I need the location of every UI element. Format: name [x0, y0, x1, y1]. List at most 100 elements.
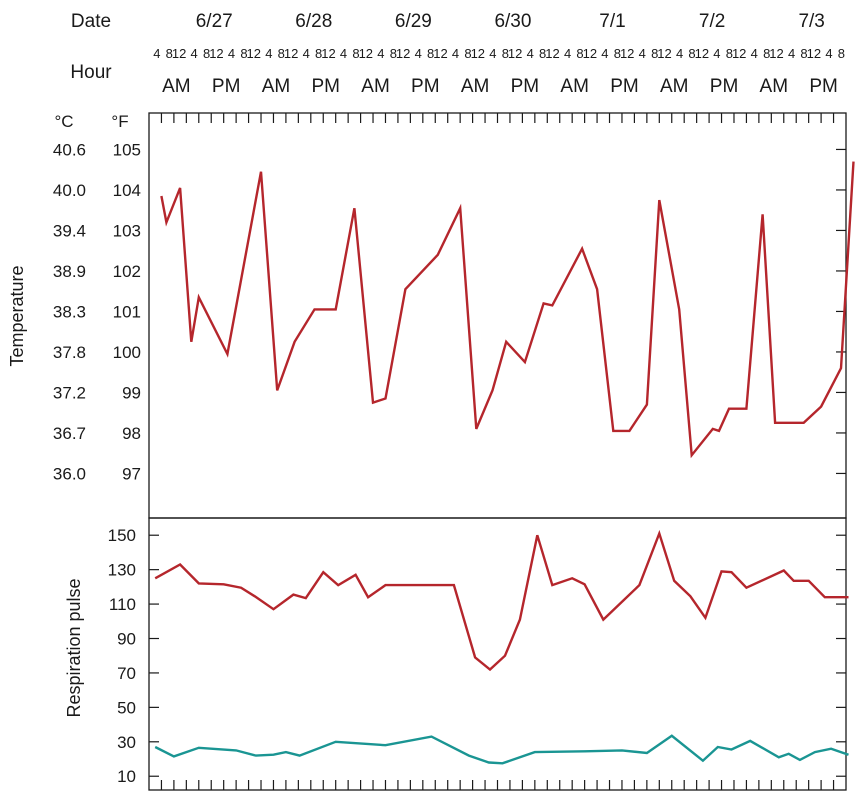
date-tick-label: 7/3 [798, 11, 824, 32]
hour-tick-label: 4 [489, 46, 496, 61]
hour-tick-label: 12 [807, 46, 821, 61]
hour-tick-label: 12 [508, 46, 522, 61]
y-tick-label-celsius: 37.2 [53, 383, 86, 402]
respiration-plot-frame [148, 517, 847, 791]
hour-tick-label: 12 [583, 46, 597, 61]
date-tick-label: 7/1 [599, 11, 625, 32]
hour-tick-label: 4 [713, 46, 720, 61]
ampm-label: AM [461, 76, 490, 97]
hour-tick-label: 8 [726, 46, 733, 61]
y-tick-label-respiration: 50 [117, 698, 136, 717]
y-tick-label-celsius: 40.6 [53, 140, 86, 159]
temperature-plot-frame [148, 112, 847, 519]
y-tick-label-respiration: 150 [108, 526, 136, 545]
y-tick-label-respiration: 10 [117, 767, 136, 786]
hour-tick-label: 12 [284, 46, 298, 61]
hour-tick-label: 4 [751, 46, 758, 61]
ampm-label: AM [162, 76, 191, 97]
hour-tick-label: 4 [191, 46, 198, 61]
date-label: Date [71, 11, 111, 32]
ampm-label: PM [809, 76, 838, 97]
hour-tick-label: 8 [614, 46, 621, 61]
y-tick-label-fahrenheit: 97 [122, 464, 141, 483]
hour-tick-label: 4 [377, 46, 384, 61]
hour-tick-label: 4 [639, 46, 646, 61]
hour-tick-label: 8 [502, 46, 509, 61]
hour-tick-label: 4 [415, 46, 422, 61]
ampm-label: AM [361, 76, 390, 97]
hour-tick-label: 12 [396, 46, 410, 61]
hour-tick-label: 8 [278, 46, 285, 61]
hour-tick-label: 4 [788, 46, 795, 61]
hour-tick-label: 4 [265, 46, 272, 61]
ampm-label: PM [311, 76, 340, 97]
ampm-label: AM [560, 76, 589, 97]
y-tick-label-fahrenheit: 101 [113, 302, 141, 321]
hour-tick-label: 8 [800, 46, 807, 61]
y-tick-label-fahrenheit: 105 [113, 140, 141, 159]
hour-tick-label: 4 [228, 46, 235, 61]
date-tick-label: 6/29 [395, 11, 432, 32]
y-tick-label-celsius: 38.9 [53, 262, 86, 281]
hour-tick-label: 8 [688, 46, 695, 61]
hour-tick-label: 4 [825, 46, 832, 61]
y-tick-label-celsius: 36.0 [53, 464, 86, 483]
hour-tick-label: 12 [359, 46, 373, 61]
hour-tick-label: 8 [763, 46, 770, 61]
hour-tick-label: 4 [153, 46, 160, 61]
date-tick-label: 6/28 [295, 11, 332, 32]
hour-tick-label: 12 [471, 46, 485, 61]
hour-tick-label: 8 [390, 46, 397, 61]
celsius-unit-label: °C [54, 112, 73, 131]
ampm-label: PM [411, 76, 440, 97]
hour-tick-label: 4 [564, 46, 571, 61]
hour-tick-label: 8 [464, 46, 471, 61]
hour-tick-label: 8 [427, 46, 434, 61]
hour-label: Hour [70, 62, 112, 83]
y-tick-label-celsius: 37.8 [53, 343, 86, 362]
hour-tick-label: 12 [657, 46, 671, 61]
ampm-label: AM [760, 76, 789, 97]
hour-tick-label: 8 [315, 46, 322, 61]
hour-tick-label: 8 [352, 46, 359, 61]
y-tick-label-celsius: 38.3 [53, 302, 86, 321]
hour-tick-label: 8 [203, 46, 210, 61]
hour-tick-label: 12 [695, 46, 709, 61]
ampm-label: PM [610, 76, 639, 97]
hour-tick-label: 4 [601, 46, 608, 61]
ampm-label: AM [660, 76, 689, 97]
y-tick-label-fahrenheit: 98 [122, 424, 141, 443]
data-series [154, 161, 855, 765]
hour-tick-label: 8 [576, 46, 583, 61]
hour-tick-label: 12 [209, 46, 223, 61]
y-tick-label-fahrenheit: 100 [113, 343, 141, 362]
y-tick-label-respiration: 90 [117, 630, 136, 649]
ampm-label: AM [262, 76, 291, 97]
y-tick-label-fahrenheit: 99 [122, 383, 141, 402]
y-tick-label-fahrenheit: 102 [113, 262, 141, 281]
hour-tick-label: 4 [340, 46, 347, 61]
respiration-axis-title: Respiration pulse [64, 578, 84, 717]
hour-tick-label: 12 [732, 46, 746, 61]
ampm-label: PM [710, 76, 739, 97]
ampm-label: PM [511, 76, 540, 97]
hour-tick-label: 12 [247, 46, 261, 61]
ampm-label: PM [212, 76, 241, 97]
hour-tick-label: 8 [166, 46, 173, 61]
pulse-series-line [154, 529, 849, 672]
hour-tick-label: 12 [172, 46, 186, 61]
y-tick-label-respiration: 110 [109, 595, 136, 614]
hour-tick-label: 12 [769, 46, 783, 61]
temperature-axis-title: Temperature [7, 265, 27, 366]
y-tick-label-respiration: 30 [117, 733, 136, 752]
hour-tick-label: 8 [240, 46, 247, 61]
respiration-series-line [154, 734, 849, 765]
temperature-series-line [160, 161, 855, 459]
date-tick-label: 6/27 [196, 11, 233, 32]
y-tick-label-celsius: 40.0 [53, 181, 86, 200]
y-tick-label-fahrenheit: 103 [113, 221, 141, 240]
hour-tick-label: 4 [527, 46, 534, 61]
plot-frames [148, 112, 847, 791]
